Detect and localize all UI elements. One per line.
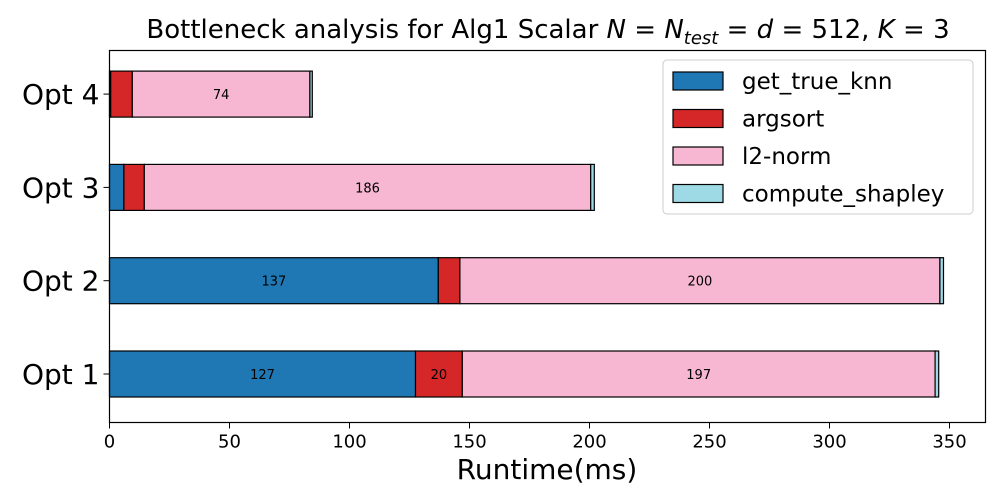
bar-opt-1-argsort <box>414 350 463 398</box>
x-axis-label: Runtime(ms) <box>457 453 638 486</box>
legend-label-get-true-knn: get_true_knn <box>742 69 892 95</box>
bar-opt-3-l2-norm <box>143 163 592 211</box>
data-label-opt-4-l2-norm: 74 <box>213 88 230 103</box>
data-label-opt-1-l2-norm: 197 <box>686 368 711 383</box>
y-tick-label-opt-1: Opt 1 <box>22 358 100 391</box>
x-tick-label-50: 50 <box>218 432 241 453</box>
bar-opt-1-l2-norm <box>461 350 936 398</box>
bar-opt-2-l2-norm <box>459 257 941 305</box>
y-tick-label-opt-4: Opt 4 <box>22 78 100 111</box>
bar-opt-2-compute-shapley <box>939 257 945 305</box>
legend-swatch-argsort <box>672 108 724 129</box>
data-label-opt-3-l2-norm: 186 <box>355 181 380 196</box>
x-tick-label-200: 200 <box>572 432 606 453</box>
bar-opt-3-get-true-knn <box>108 163 125 211</box>
x-tick-label-100: 100 <box>332 432 366 453</box>
x-tick-label-350: 350 <box>932 432 966 453</box>
bar-opt-3-argsort <box>123 163 145 211</box>
legend-frame <box>662 59 974 215</box>
data-label-opt-1-argsort: 20 <box>431 368 448 383</box>
legend-swatch-get-true-knn <box>672 71 724 91</box>
plot-area-frame <box>108 49 987 424</box>
bar-opt-2-argsort <box>437 257 461 305</box>
legend-label-l2-norm: l2-norm <box>742 144 831 170</box>
chart-title: Bottleneck analysis for Alg1 Scalar N = … <box>146 15 949 49</box>
legend-swatch-l2-norm <box>672 146 724 166</box>
legend-label-compute-shapley: compute_shapley <box>742 182 944 208</box>
x-tick-label-0: 0 <box>104 432 115 453</box>
data-labels-group: 127 20 197 137 200 186 74 <box>213 88 712 383</box>
bar-opt-4-argsort <box>110 70 133 118</box>
x-tick-label-150: 150 <box>452 432 486 453</box>
y-axis: Opt 1 Opt 2 Opt 3 Opt 4 <box>22 78 110 391</box>
legend-swatch-compute-shapley <box>672 183 724 204</box>
bar-opt-4-l2-norm <box>131 70 311 118</box>
bars-group <box>108 70 945 398</box>
y-tick-label-opt-3: Opt 3 <box>22 171 100 204</box>
x-tick-label-250: 250 <box>692 432 726 453</box>
legend-label-argsort: argsort <box>742 107 824 133</box>
bar-opt-1-compute-shapley <box>934 350 940 398</box>
bar-opt-4-compute-shapley <box>309 70 313 118</box>
data-label-opt-2-l2-norm: 200 <box>687 275 712 290</box>
x-tick-label-300: 300 <box>812 432 846 453</box>
y-tick-label-opt-2: Opt 2 <box>22 265 100 298</box>
data-label-opt-2-get-true-knn: 137 <box>261 275 286 290</box>
data-label-opt-1-get-true-knn: 127 <box>250 368 275 383</box>
bar-opt-3-compute-shapley <box>590 163 595 211</box>
x-axis: 0 50 100 150 200 250 300 350 <box>104 422 967 453</box>
bar-opt-1-get-true-knn <box>108 350 417 398</box>
